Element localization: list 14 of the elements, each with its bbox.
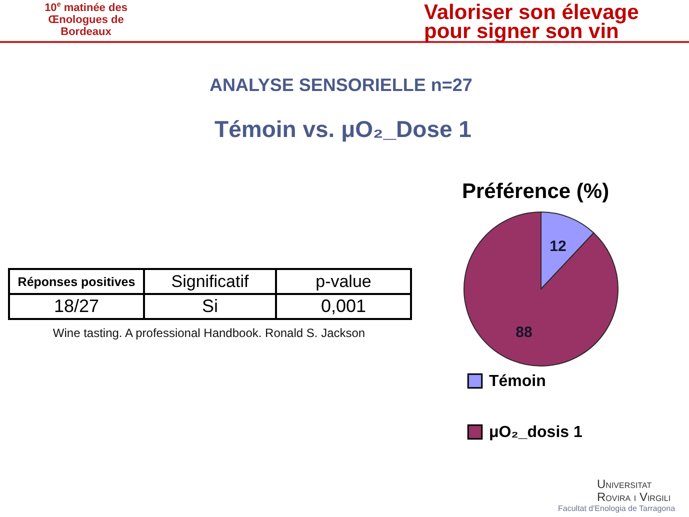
data-label: 12 (550, 238, 566, 256)
text: Facultat d'Enologia de Tarragona (558, 504, 676, 513)
text: 10$^{e}$ matinée des Œnologues de Bordeaux (44, 0, 128, 38)
table: Réponses positives Significatif p-value 18/27 Si 0,001 (8, 268, 412, 320)
pie-slice (464, 212, 618, 366)
text: Wine tasting. A professional Handbook. Ronald S. Jackson (52, 326, 366, 340)
legend-label: μO₂_dosis 1 (489, 424, 582, 441)
text: Universitat Rovira i Virgili (597, 477, 672, 504)
legend-label: Témoin (489, 373, 546, 390)
data-label: 88 (516, 324, 532, 341)
text: Témoin vs. μO₂_Dose 1 (214, 116, 472, 143)
chart-title: Préférence (%) (462, 180, 610, 203)
text: ANALYSE SENSORIELLE n=27 (208, 75, 474, 96)
text: Valoriser son élevage pour signer son vin (424, 1, 640, 43)
